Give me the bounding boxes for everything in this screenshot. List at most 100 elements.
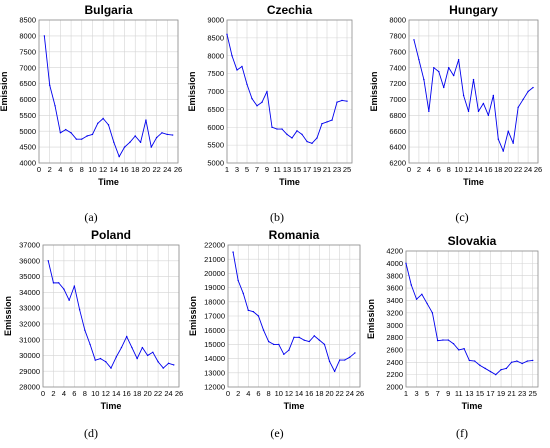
data-point	[94, 359, 97, 361]
data-point	[413, 39, 415, 41]
x-tick-label: 9	[265, 165, 269, 174]
data-point	[410, 284, 412, 286]
plot-frame	[408, 19, 539, 164]
x-axis-label: Time	[462, 401, 483, 411]
data-point	[328, 360, 331, 363]
data-point	[405, 262, 407, 265]
data-point	[78, 308, 81, 311]
panel-caption: (b)	[270, 210, 284, 224]
data-point	[291, 137, 293, 139]
y-tick-label: 15000	[204, 340, 225, 349]
data-point	[131, 346, 133, 349]
data-point	[477, 110, 480, 113]
y-tick-label: 6200	[389, 159, 406, 168]
x-tick-label: 10	[454, 165, 462, 174]
data-point	[341, 99, 343, 102]
data-point	[134, 135, 136, 137]
y-tick-label: 13000	[204, 368, 225, 377]
data-point	[173, 364, 175, 366]
data-point	[141, 346, 144, 349]
data-point	[152, 351, 154, 353]
data-point	[145, 119, 147, 121]
data-point	[457, 59, 460, 61]
data-point	[489, 370, 492, 373]
data-point	[237, 279, 239, 282]
x-tick-label: 1	[404, 389, 408, 398]
data-point	[487, 114, 490, 117]
data-point	[326, 121, 328, 123]
data-point	[452, 74, 455, 77]
x-tick-label: 5	[425, 389, 429, 398]
data-point	[166, 133, 169, 136]
data-point	[331, 119, 333, 121]
x-tick-label: 22	[152, 165, 160, 174]
x-tick-label: 0	[407, 165, 411, 174]
y-tick-label: 7400	[389, 63, 406, 72]
panel-caption: (e)	[270, 426, 283, 440]
data-point	[532, 86, 534, 89]
data-point	[482, 102, 485, 105]
x-tick-label: 21	[323, 165, 331, 174]
y-tick-label: 8500	[19, 16, 36, 25]
data-point	[97, 122, 99, 124]
data-point	[522, 98, 524, 101]
y-tick-label: 7000	[19, 63, 36, 72]
data-point	[323, 343, 326, 346]
data-point	[472, 78, 475, 81]
data-point	[59, 132, 62, 134]
x-tick-label: 16	[120, 165, 128, 174]
panel-caption: (d)	[84, 426, 98, 440]
data-point	[86, 135, 88, 137]
x-tick-label: 2	[417, 165, 421, 174]
y-tick-label: 6500	[19, 79, 36, 88]
data-point	[125, 335, 128, 338]
x-axis-label: Time	[101, 401, 122, 411]
x-tick-label: 6	[437, 165, 441, 174]
x-tick-label: 6	[256, 389, 260, 398]
data-point	[107, 124, 110, 126]
data-point	[447, 339, 449, 341]
plot-frame	[405, 250, 539, 388]
y-tick-label: 12000	[204, 383, 225, 392]
data-point	[507, 130, 509, 132]
data-point	[516, 360, 518, 362]
chart-title: Czechia	[267, 3, 313, 17]
y-tick-label: 5000	[19, 127, 36, 136]
data-point	[505, 367, 508, 370]
y-tick-label: 9000	[207, 16, 224, 25]
x-tick-label: 12	[102, 389, 110, 398]
data-point	[48, 84, 51, 86]
data-point	[54, 105, 56, 107]
panel-caption: (f)	[456, 426, 468, 440]
data-point	[52, 282, 55, 284]
data-point	[136, 357, 138, 360]
y-axis-label: Emission	[187, 71, 197, 111]
data-point	[532, 359, 534, 362]
data-point	[521, 362, 523, 365]
data-point	[318, 339, 321, 341]
chart-panel-romania: 0 2 4 6 8 10 12 14 16 18 20 22 24 2612000130001400015…	[188, 228, 364, 411]
data-point	[47, 260, 49, 262]
x-tick-label: 10	[275, 389, 283, 398]
data-point	[252, 311, 255, 313]
y-tick-label: 2000	[386, 383, 403, 392]
data-point	[438, 70, 440, 73]
x-tick-label: 20	[143, 389, 151, 398]
x-tick-label: 16	[123, 389, 131, 398]
x-tick-label: 23	[518, 389, 526, 398]
x-tick-label: 4	[427, 165, 431, 174]
y-tick-label: 5500	[207, 141, 224, 150]
x-axis-label: Time	[279, 177, 300, 187]
data-point	[65, 128, 67, 131]
y-tick-label: 7500	[207, 69, 224, 78]
x-tick-label: 17	[486, 389, 494, 398]
y-tick-label: 35000	[19, 272, 40, 281]
data-point	[517, 106, 519, 109]
x-tick-label: 16	[484, 165, 492, 174]
x-tick-label: 2	[51, 389, 55, 398]
data-point	[123, 146, 126, 148]
data-point	[447, 66, 450, 69]
y-tick-label: 2400	[386, 358, 403, 367]
x-tick-label: 8	[447, 165, 451, 174]
y-tick-label: 6600	[389, 127, 406, 136]
